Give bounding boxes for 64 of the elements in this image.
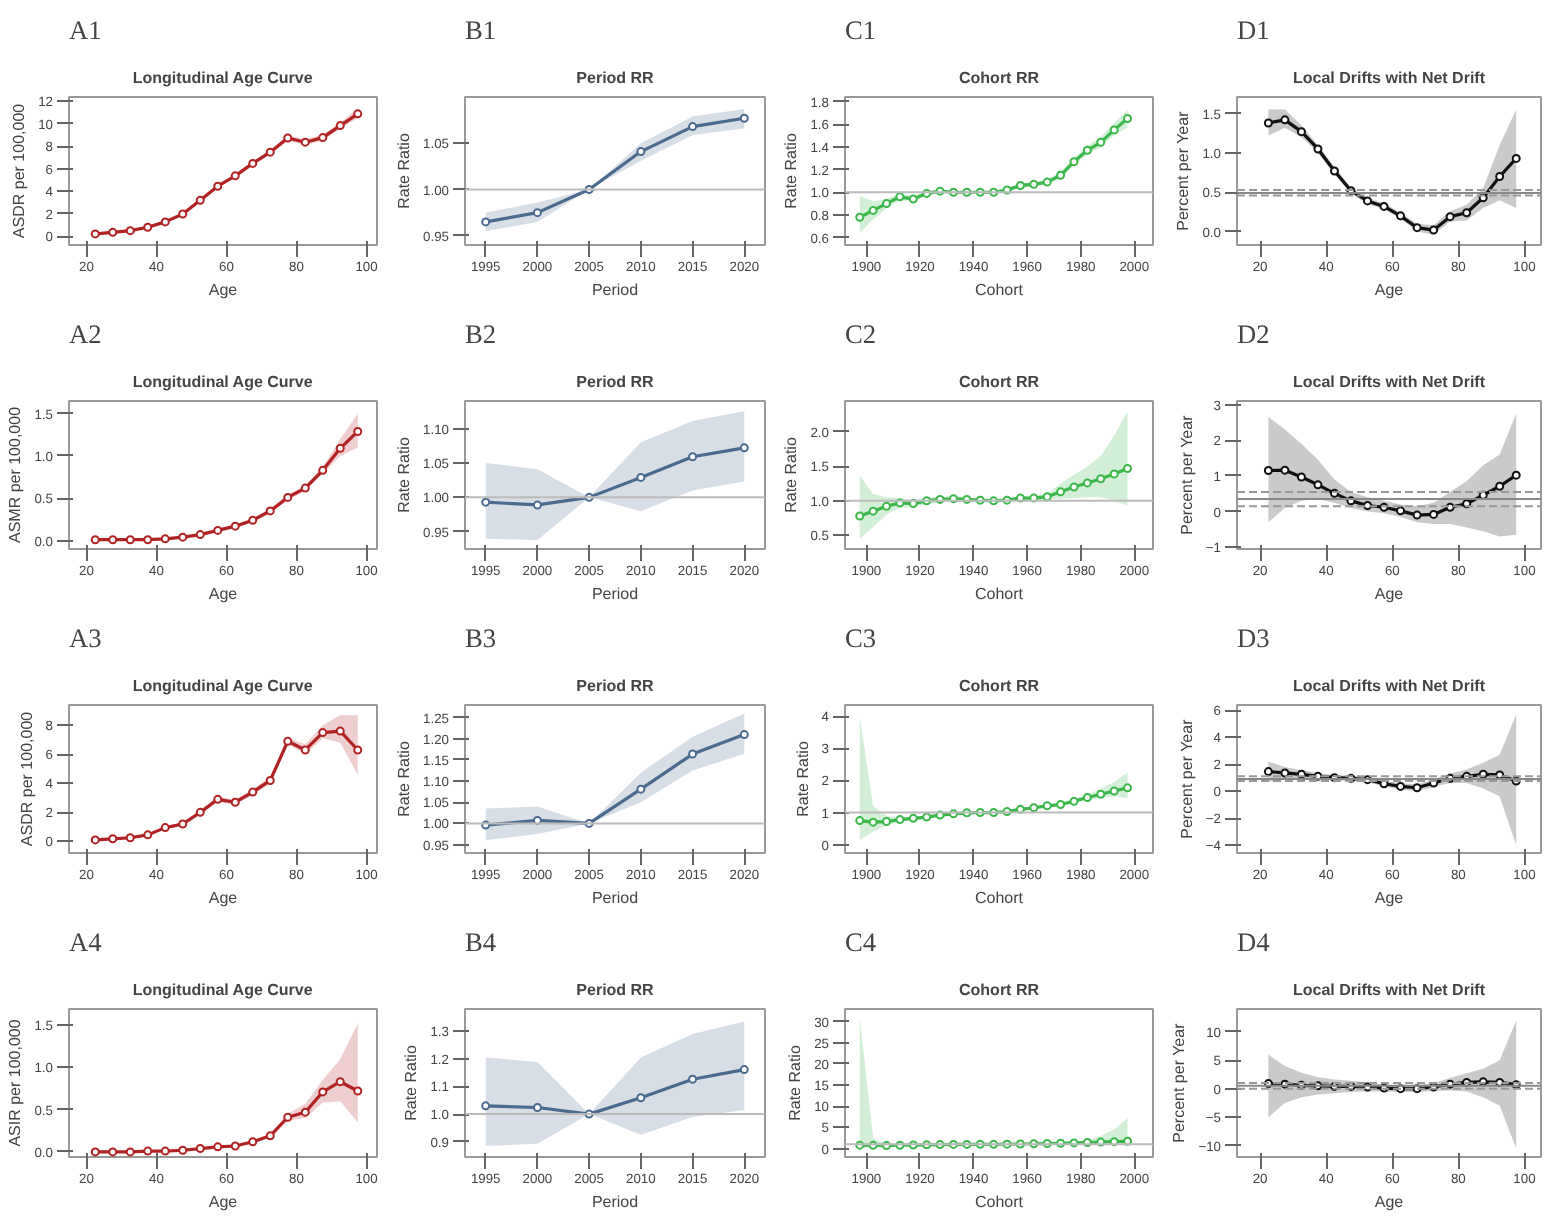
x-axis-title: Cohort <box>974 1193 1025 1211</box>
y-axis-title: Rate Ratio <box>793 740 812 817</box>
y-axis-title: ASDR per 100,000 <box>17 710 36 847</box>
x-axis-title: Cohort <box>974 585 1025 603</box>
chart-title: Period RR <box>576 373 655 391</box>
x-axis-title: Period <box>591 281 639 299</box>
text: A3 <box>69 623 103 653</box>
y-axis-title: Percent per Year <box>1177 718 1196 839</box>
y-axis-title: ASMR per 100,000 <box>6 405 25 544</box>
text: B4 <box>465 927 497 957</box>
text: D2 <box>1237 319 1270 349</box>
x-axis-title: Age <box>1374 889 1405 907</box>
x-axis-title: Age <box>208 585 239 603</box>
y-axis-title: Percent per Year <box>1170 1022 1189 1143</box>
text: D1 <box>1237 15 1270 45</box>
x-axis-title: Period <box>591 889 639 907</box>
y-axis-title: Rate Ratio <box>402 1044 421 1121</box>
x-axis-title: Age <box>208 889 239 907</box>
chart-title: Local Drifts with Net Drift <box>1293 69 1486 87</box>
text: A1 <box>69 15 102 45</box>
x-axis-title: Age <box>208 1193 239 1211</box>
text: A2 <box>69 319 102 349</box>
chart-title: Local Drifts with Net Drift <box>1293 981 1486 999</box>
y-axis-title: Percent per Year <box>1177 414 1196 535</box>
x-axis-title: Period <box>591 1193 639 1211</box>
y-axis-title: ASDR per 100,000 <box>10 102 29 239</box>
y-axis-title: Rate Ratio <box>782 436 801 513</box>
y-axis-title: Rate Ratio <box>782 132 801 209</box>
text: B3 <box>465 623 497 653</box>
x-axis-title: Period <box>591 585 639 603</box>
y-axis-title: Rate Ratio <box>786 1044 805 1121</box>
y-axis-title: Rate Ratio <box>395 436 414 513</box>
text: A4 <box>69 927 103 957</box>
chart-title: Local Drifts with Net Drift <box>1293 373 1486 391</box>
x-axis-title: Cohort <box>974 889 1025 907</box>
text: C2 <box>845 319 877 349</box>
y-axis-title: ASIR per 100,000 <box>6 1018 25 1147</box>
text: D4 <box>1237 927 1271 957</box>
text: C3 <box>845 623 877 653</box>
y-axis-title: Percent per Year <box>1174 110 1193 231</box>
chart-title: Period RR <box>576 981 655 999</box>
chart-title: Longitudinal Age Curve <box>132 69 314 87</box>
chart-title: Cohort RR <box>959 69 1040 87</box>
y-axis-title: Rate Ratio <box>395 740 414 817</box>
x-axis-title: Cohort <box>974 281 1025 299</box>
text: B1 <box>465 15 497 45</box>
chart-title: Cohort RR <box>959 373 1040 391</box>
chart-title: Cohort RR <box>959 981 1040 999</box>
chart-title: Local Drifts with Net Drift <box>1293 677 1486 695</box>
chart-title: Longitudinal Age Curve <box>132 373 314 391</box>
y-axis-title: Rate Ratio <box>395 132 414 209</box>
chart-title: Cohort RR <box>959 677 1040 695</box>
text: C4 <box>845 927 877 957</box>
x-axis-title: Age <box>1374 1193 1405 1211</box>
x-axis-title: Age <box>1374 281 1405 299</box>
text: D3 <box>1237 623 1271 653</box>
chart-title: Period RR <box>576 69 655 87</box>
x-axis-title: Age <box>1374 585 1405 603</box>
x-axis-title: Age <box>208 281 239 299</box>
chart-title: Longitudinal Age Curve <box>132 677 314 695</box>
chart-title: Longitudinal Age Curve <box>132 981 314 999</box>
text: C1 <box>845 15 877 45</box>
chart-title: Period RR <box>576 677 655 695</box>
text: B2 <box>465 319 497 349</box>
